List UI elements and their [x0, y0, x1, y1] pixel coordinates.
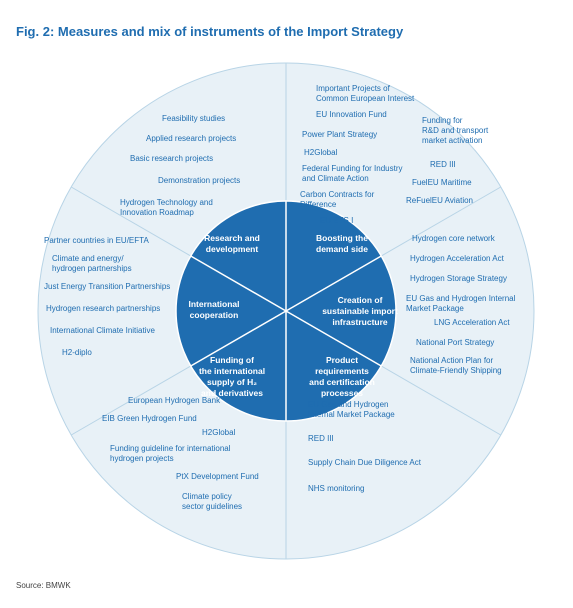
measure-label: RED III	[308, 434, 334, 443]
measure-label: EU Gas and HydrogenInternal Market Packa…	[308, 400, 395, 419]
figure-title: Fig. 2: Measures and mix of instruments …	[16, 24, 557, 39]
measure-label: Partner countries in EU/EFTA	[44, 236, 149, 245]
measure-label: H2Global	[304, 148, 338, 157]
radial-diagram: Feasibility studies Applied research proj…	[16, 51, 556, 571]
measure-label: Hydrogen core network	[412, 234, 496, 243]
measure-label: Demonstration projects	[158, 176, 240, 185]
sector-title: Boosting thedemand side	[316, 233, 368, 254]
measure-label: PtX Development Fund	[176, 472, 259, 481]
measure-label: NHS monitoring	[308, 484, 364, 493]
measure-label: EU Innovation Fund	[316, 110, 387, 119]
measure-label: ReFuelEU Aviation	[406, 196, 473, 205]
measure-label: H2Global	[202, 428, 236, 437]
source-caption: Source: BMWK	[16, 581, 557, 590]
measure-label: LNG Acceleration Act	[434, 318, 510, 327]
measure-label: Hydrogen Storage Strategy	[410, 274, 507, 283]
measure-label: Important Projects ofCommon European Int…	[316, 84, 415, 103]
measure-label: RED III	[430, 160, 456, 169]
sector-title: Research anddevelopment	[204, 233, 260, 254]
measure-label: Basic research projects	[130, 154, 213, 163]
measure-label: Climate and energy/hydrogen partnerships	[52, 254, 132, 273]
measure-label: H2-diplo	[62, 348, 92, 357]
measure-label: EU ETS I	[320, 216, 353, 225]
measure-label: International Climate Initiative	[50, 326, 155, 335]
measure-label: Supply Chain Due Diligence Act	[308, 458, 422, 467]
sector-title: Internationalcooperation	[188, 299, 239, 320]
measure-label: Hydrogen research partnerships	[46, 304, 160, 313]
measure-label: FuelEU Maritime	[412, 178, 472, 187]
measure-label: Applied research projects	[146, 134, 236, 143]
measure-label: National Port Strategy	[416, 338, 494, 347]
measure-label: Hydrogen Acceleration Act	[410, 254, 505, 263]
measure-label: National Action Plan forClimate-Friendly…	[410, 356, 502, 375]
measure-label: EIB Green Hydrogen Fund	[102, 414, 197, 423]
measure-label: Just Energy Transition Partnerships	[44, 282, 170, 291]
measure-label: Feasibility studies	[162, 114, 225, 123]
measure-label: Funding forR&D and transportmarket activ…	[422, 116, 489, 145]
measure-label: Power Plant Strategy	[302, 130, 377, 139]
